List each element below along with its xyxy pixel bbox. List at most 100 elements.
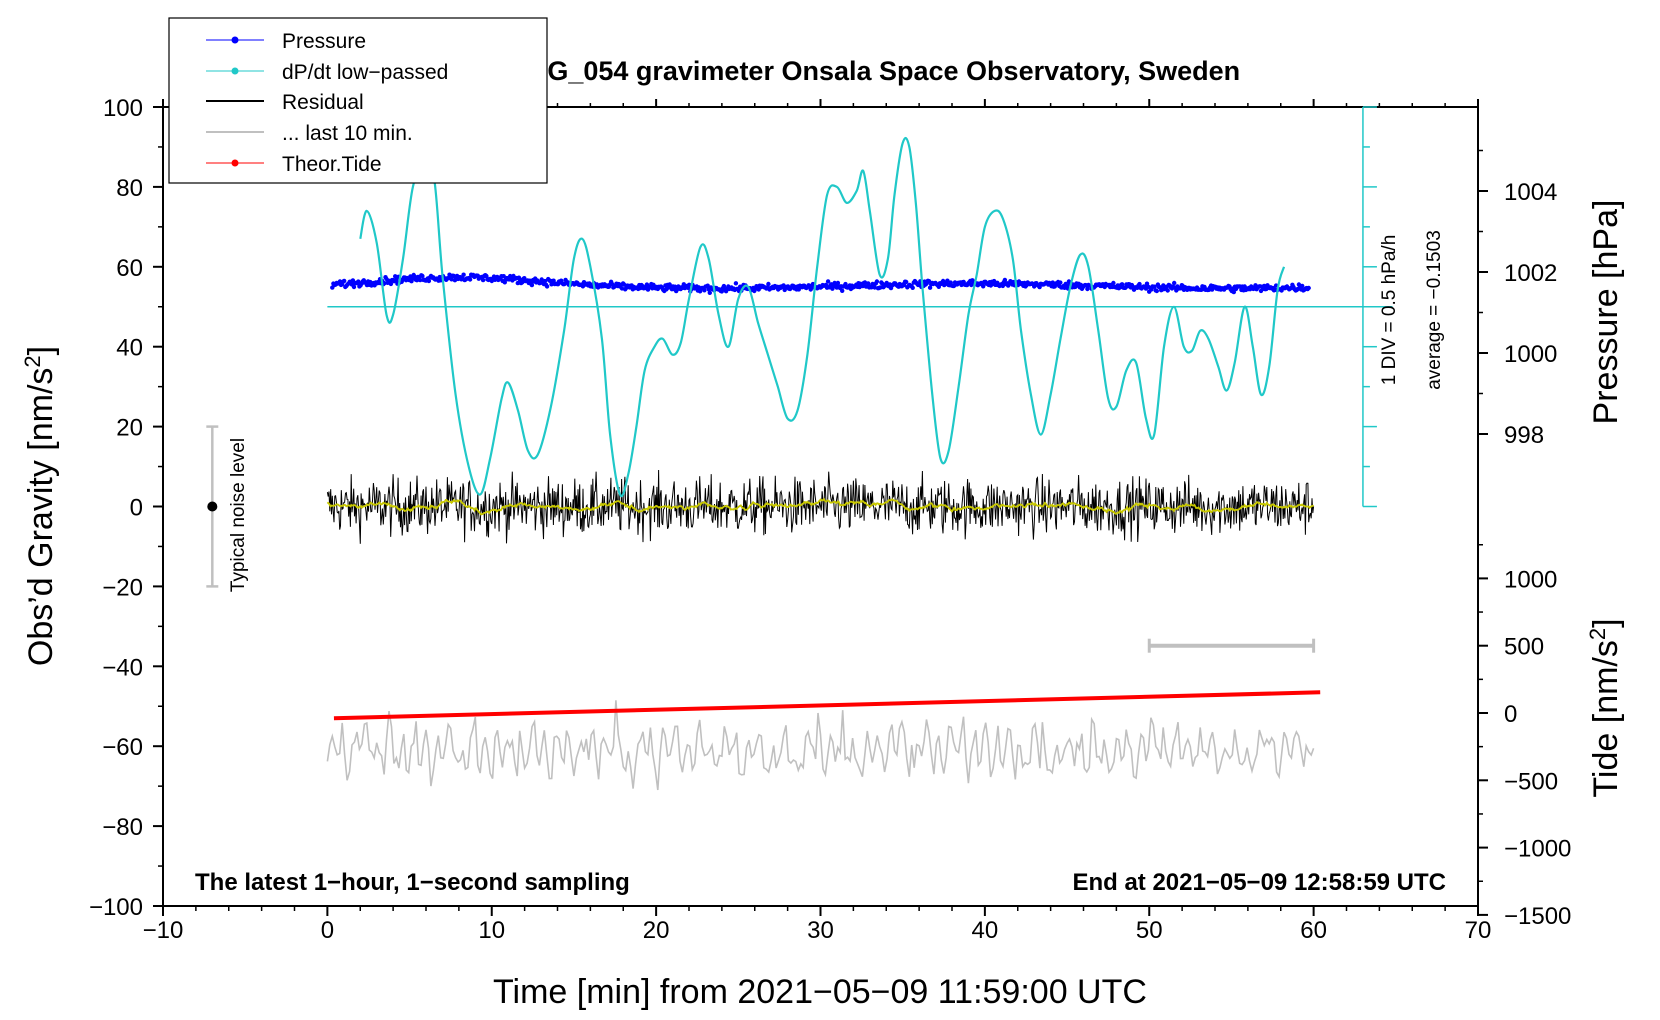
residual-smoothed-line — [326, 497, 1315, 516]
legend-label-residual: Residual — [282, 91, 364, 114]
pressure-point — [551, 278, 556, 283]
y-tick-label: 80 — [116, 175, 143, 202]
y-axis-tide: 1000 500 0 −500 −1000 −1500 — [1478, 544, 1571, 930]
legend-item-theor-tide: Theor.Tide — [206, 153, 382, 176]
pressure-point — [467, 277, 473, 282]
div-label: 1 DIV = 0.5 hPa/h — [1379, 235, 1400, 386]
pressure-point — [970, 278, 975, 283]
tide-tick-label: 500 — [1504, 634, 1544, 661]
series-pressure — [330, 272, 1311, 295]
legend-item-dpdt: dP/dt low−passed — [206, 61, 448, 84]
noise-bar-center — [207, 501, 218, 512]
last-10-min-marker — [1147, 638, 1316, 653]
pressure-point — [621, 282, 627, 287]
pressure-point — [866, 281, 871, 286]
pressure-point — [501, 274, 506, 279]
pressure-point — [1137, 281, 1142, 287]
y-axis-title-end: ] — [22, 346, 60, 355]
pressure-point — [835, 280, 841, 286]
y-tick-label: −100 — [89, 894, 143, 921]
legend-label-last-10-min: ... last 10 min. — [282, 122, 413, 145]
last-10-min-line — [326, 700, 1315, 791]
legend-item-pressure: Pressure — [206, 30, 366, 53]
pressure-point — [418, 277, 423, 283]
x-tick-label: 70 — [1465, 917, 1492, 944]
pressure-point — [426, 278, 432, 284]
pressure-point — [393, 274, 398, 279]
tide-axis-title-sup: 2 — [1585, 628, 1610, 640]
pressure-point — [544, 284, 550, 289]
pressure-point — [1111, 280, 1116, 286]
pressure-point — [927, 285, 933, 290]
pressure-point — [874, 279, 880, 284]
footer-left: The latest 1−hour, 1−second sampling — [195, 869, 630, 896]
legend-item-residual: Residual — [206, 91, 364, 114]
pressure-point — [342, 278, 347, 284]
pressure-tick-label: 1004 — [1504, 179, 1557, 206]
dpdt-scale-axis — [327, 106, 1393, 508]
typical-noise-bar — [206, 425, 219, 588]
pressure-point — [461, 272, 466, 277]
y-axis-title-main: Obs’d Gravity [nm/s — [22, 368, 60, 667]
pressure-point — [451, 273, 456, 279]
x-tick-label: 50 — [1136, 917, 1163, 944]
noise-label: Typical noise level — [228, 438, 249, 592]
pressure-point — [1231, 289, 1237, 295]
pressure-point — [420, 273, 425, 279]
pressure-point — [910, 285, 915, 290]
legend-marker-dpdt — [231, 67, 239, 75]
tide-tick-label: −1000 — [1504, 836, 1571, 863]
theor-tide-line — [333, 690, 1321, 721]
residual-line — [326, 469, 1315, 544]
y-tick-label: −40 — [102, 654, 143, 681]
pressure-point — [981, 284, 986, 289]
y-axis-gravity: 100 80 60 40 20 0 −20 −40 −60 −80 −100 — [89, 95, 163, 921]
pressure-point — [766, 281, 771, 287]
pressure-point — [796, 287, 801, 292]
pressure-point — [840, 288, 845, 293]
pressure-point — [945, 278, 950, 283]
pressure-point — [904, 279, 909, 285]
pressure-point — [1152, 284, 1157, 289]
y-tick-label: 20 — [116, 415, 143, 442]
pressure-point — [872, 285, 877, 290]
pressure-point — [1000, 283, 1005, 289]
pressure-point — [542, 278, 548, 284]
series-last-10-min — [326, 700, 1315, 791]
y-tick-label: −80 — [102, 814, 143, 841]
pressure-point — [529, 282, 535, 288]
legend-item-last-10-min: ... last 10 min. — [206, 122, 413, 145]
pressure-tick-label: 1002 — [1504, 260, 1557, 287]
pressure-point — [1085, 286, 1090, 292]
pressure-point — [394, 277, 399, 283]
pressure-axis-title: Pressure [hPa] — [1587, 200, 1625, 425]
y-tick-label: 40 — [116, 335, 143, 362]
series-dpdt — [359, 137, 1286, 498]
series-residual — [326, 469, 1315, 544]
x-tick-label: 0 — [321, 917, 334, 944]
pressure-point — [878, 285, 883, 290]
tide-tick-label: 0 — [1504, 701, 1517, 728]
legend-marker-pressure — [231, 36, 239, 44]
y-tick-label: −60 — [102, 734, 143, 761]
pressure-point — [1172, 280, 1177, 286]
tide-tick-label: −500 — [1504, 768, 1558, 795]
pressure-point — [1002, 277, 1008, 283]
pressure-point — [1119, 282, 1125, 287]
pressure-point — [1154, 288, 1160, 294]
pressure-point — [1306, 285, 1311, 291]
legend-label-pressure: Pressure — [282, 30, 366, 53]
pressure-point — [351, 284, 357, 290]
x-tick-label: −10 — [143, 917, 184, 944]
tide-axis-title-end: ] — [1587, 618, 1625, 627]
legend: Pressure dP/dt low−passed Residual ... l… — [168, 17, 548, 184]
x-tick-label: 10 — [478, 917, 505, 944]
y-axis-title-sup: 2 — [20, 355, 45, 367]
pressure-point — [356, 279, 361, 284]
legend-marker-theor-tide — [231, 159, 239, 167]
y-tick-label: 0 — [130, 495, 143, 522]
x-tick-label: 40 — [972, 917, 999, 944]
legend-label-dpdt: dP/dt low−passed — [282, 61, 448, 84]
y-tick-label: −20 — [102, 574, 143, 601]
